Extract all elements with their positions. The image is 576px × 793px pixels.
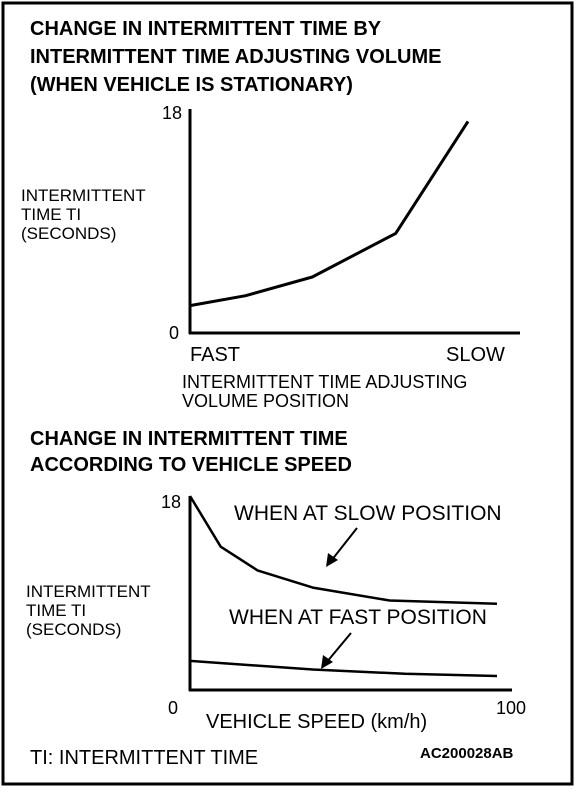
- chart2-x-max-label: 100: [496, 698, 526, 718]
- chart-1: CHANGE IN INTERMITTENT TIME BY INTERMITT…: [21, 18, 520, 411]
- chart1-y-max-label: 18: [162, 103, 182, 123]
- chart1-x-right-label: SLOW: [446, 344, 505, 366]
- chart2-slow-leader-line: [330, 527, 358, 562]
- chart1-y-min-label: 0: [169, 323, 179, 343]
- chart1-ylabel-line-1: INTERMITTENT: [21, 186, 146, 205]
- chart2-xlabel: VEHICLE SPEED (km/h): [206, 711, 427, 733]
- chart1-xlabel-line-2: VOLUME POSITION: [182, 391, 349, 411]
- chart2-title-line-1: CHANGE IN INTERMITTENT TIME: [30, 428, 348, 450]
- chart2-slow-arrowhead: [326, 553, 338, 567]
- chart2-fast-position-curve: [189, 659, 498, 678]
- chart2-fast-leader-line: [325, 632, 352, 664]
- chart2-y-max-label: 18: [161, 492, 181, 512]
- chart1-series-curve: [189, 120, 470, 308]
- chart1-title-line-3: (WHEN VEHICLE IS STATIONARY): [30, 74, 353, 96]
- chart2-slow-annotation: WHEN AT SLOW POSITION: [234, 502, 502, 525]
- chart2-ylabel-line-2: TIME TI: [26, 601, 86, 620]
- chart2-slow-position-curve: [188, 495, 498, 606]
- chart1-title-line-1: CHANGE IN INTERMITTENT TIME BY: [30, 18, 382, 40]
- figure-code: AC200028AB: [420, 745, 514, 762]
- footer-legend: TI: INTERMITTENT TIME: [30, 747, 258, 769]
- chart1-xlabel-line-1: INTERMITTENT TIME ADJUSTING: [182, 372, 467, 392]
- chart2-fast-annotation: WHEN AT FAST POSITION: [229, 606, 487, 629]
- chart1-title-line-2: INTERMITTENT TIME ADJUSTING VOLUME: [30, 46, 441, 68]
- chart2-ylabel-line-1: INTERMITTENT: [26, 582, 151, 601]
- chart-2: CHANGE IN INTERMITTENT TIME ACCORDING TO…: [26, 428, 526, 733]
- chart1-ylabel-line-2: TIME TI: [21, 205, 81, 224]
- chart2-x-min-label: 0: [168, 698, 178, 718]
- chart2-fast-arrowhead: [321, 655, 333, 669]
- chart1-x-left-label: FAST: [190, 344, 240, 366]
- chart2-title-line-2: ACCORDING TO VEHICLE SPEED: [30, 454, 352, 476]
- chart1-ylabel-line-3: (SECONDS): [21, 224, 116, 243]
- chart2-ylabel-line-3: (SECONDS): [26, 620, 121, 639]
